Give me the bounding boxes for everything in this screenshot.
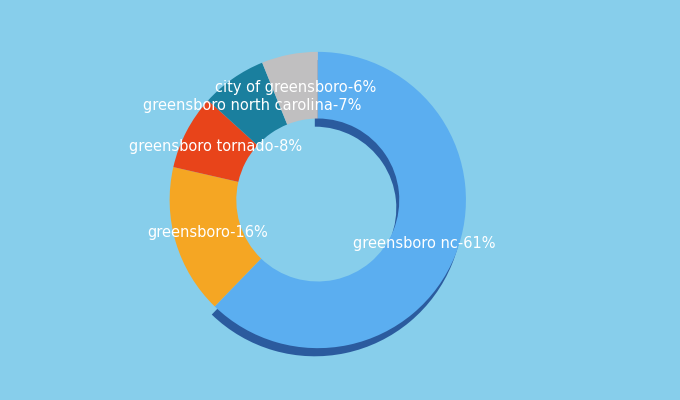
Text: greensboro north carolina-7%: greensboro north carolina-7%	[143, 98, 361, 113]
Wedge shape	[208, 63, 287, 145]
Wedge shape	[169, 167, 261, 306]
Wedge shape	[173, 100, 258, 182]
Text: city of greensboro-6%: city of greensboro-6%	[215, 80, 377, 95]
Text: greensboro-16%: greensboro-16%	[148, 225, 268, 240]
Wedge shape	[211, 60, 463, 356]
Text: greensboro nc-61%: greensboro nc-61%	[353, 236, 496, 250]
Wedge shape	[215, 52, 466, 348]
Wedge shape	[262, 52, 318, 124]
Text: greensboro tornado-8%: greensboro tornado-8%	[129, 139, 303, 154]
